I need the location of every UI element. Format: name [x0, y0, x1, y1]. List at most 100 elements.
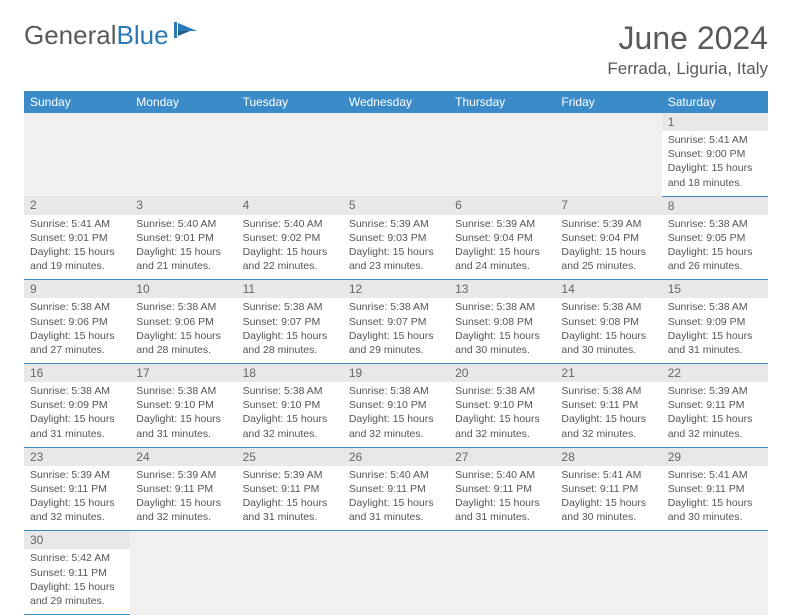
day-cell: Sunrise: 5:38 AMSunset: 9:08 PMDaylight:…	[555, 298, 661, 363]
date-row: 2345678	[24, 196, 768, 215]
date-number: 16	[24, 364, 130, 383]
sunrise-line: Sunrise: 5:38 AM	[349, 300, 443, 314]
day-cell: Sunrise: 5:38 AMSunset: 9:07 PMDaylight:…	[343, 298, 449, 363]
date-number: 13	[449, 280, 555, 299]
date-number	[237, 531, 343, 550]
sunrise-line: Sunrise: 5:39 AM	[349, 217, 443, 231]
daylight-line: Daylight: 15 hours and 30 minutes.	[561, 329, 655, 357]
sunrise-line: Sunrise: 5:38 AM	[668, 217, 762, 231]
daylight-line: Daylight: 15 hours and 26 minutes.	[668, 245, 762, 273]
daylight-line: Daylight: 15 hours and 32 minutes.	[561, 412, 655, 440]
daylight-line: Daylight: 15 hours and 25 minutes.	[561, 245, 655, 273]
sunrise-line: Sunrise: 5:38 AM	[561, 384, 655, 398]
date-number	[237, 113, 343, 131]
date-number: 28	[555, 447, 661, 466]
date-number: 30	[24, 531, 130, 550]
location: Ferrada, Liguria, Italy	[607, 59, 768, 79]
day-header: Sunday	[24, 91, 130, 113]
date-number: 7	[555, 196, 661, 215]
date-number: 9	[24, 280, 130, 299]
sunset-line: Sunset: 9:11 PM	[668, 482, 762, 496]
day-cell: Sunrise: 5:38 AMSunset: 9:10 PMDaylight:…	[343, 382, 449, 447]
date-number	[130, 113, 236, 131]
sunrise-line: Sunrise: 5:38 AM	[349, 384, 443, 398]
sunrise-line: Sunrise: 5:38 AM	[668, 300, 762, 314]
date-number: 29	[662, 447, 768, 466]
daylight-line: Daylight: 15 hours and 32 minutes.	[668, 412, 762, 440]
day-cell: Sunrise: 5:38 AMSunset: 9:09 PMDaylight:…	[662, 298, 768, 363]
sunrise-line: Sunrise: 5:38 AM	[30, 384, 124, 398]
sunrise-line: Sunrise: 5:39 AM	[136, 468, 230, 482]
day-cell	[343, 131, 449, 196]
daylight-line: Daylight: 15 hours and 24 minutes.	[455, 245, 549, 273]
daylight-line: Daylight: 15 hours and 28 minutes.	[243, 329, 337, 357]
day-header: Wednesday	[343, 91, 449, 113]
sunset-line: Sunset: 9:06 PM	[136, 315, 230, 329]
sunrise-line: Sunrise: 5:38 AM	[243, 300, 337, 314]
day-cell	[237, 131, 343, 196]
sunrise-line: Sunrise: 5:38 AM	[136, 300, 230, 314]
date-row: 30	[24, 531, 768, 550]
day-cell: Sunrise: 5:38 AMSunset: 9:06 PMDaylight:…	[130, 298, 236, 363]
date-number: 22	[662, 364, 768, 383]
title-block: June 2024 Ferrada, Liguria, Italy	[607, 20, 768, 79]
date-number: 15	[662, 280, 768, 299]
month-title: June 2024	[607, 20, 768, 57]
day-cell: Sunrise: 5:41 AMSunset: 9:11 PMDaylight:…	[662, 466, 768, 531]
sunrise-line: Sunrise: 5:41 AM	[561, 468, 655, 482]
day-cell	[343, 549, 449, 614]
sunrise-line: Sunrise: 5:38 AM	[455, 384, 549, 398]
date-number	[555, 113, 661, 131]
week-row: Sunrise: 5:39 AM Sunset: 9:11 PM Daylight:…	[24, 466, 768, 531]
date-number: 23	[24, 447, 130, 466]
week-row: Sunrise: 5:38 AMSunset: 9:06 PMDaylight:…	[24, 298, 768, 363]
day-header-row: SundayMondayTuesdayWednesdayThursdayFrid…	[24, 91, 768, 113]
sunset-line: Sunset: 9:10 PM	[136, 398, 230, 412]
day-cell: Sunrise: 5:40 AMSunset: 9:01 PMDaylight:…	[130, 215, 236, 280]
date-number	[555, 531, 661, 550]
date-number: 8	[662, 196, 768, 215]
sunrise-line: Sunrise: 5:38 AM	[455, 300, 549, 314]
sunrise-line: Sunrise: 5:38 AM	[136, 384, 230, 398]
daylight-line: Daylight: 15 hours and 31 minutes.	[136, 412, 230, 440]
day-cell: Sunrise: 5:41 AMSunset: 9:11 PMDaylight:…	[555, 466, 661, 531]
day-cell: Sunrise: 5:38 AMSunset: 9:08 PMDaylight:…	[449, 298, 555, 363]
header: GeneralBlue June 2024 Ferrada, Liguria, …	[24, 20, 768, 79]
daylight-line: Daylight: 15 hours and 31 minutes.	[668, 329, 762, 357]
day-cell: Sunrise: 5:40 AMSunset: 9:11 PMDaylight:…	[343, 466, 449, 531]
calendar-table: SundayMondayTuesdayWednesdayThursdayFrid…	[24, 91, 768, 615]
date-number: 26	[343, 447, 449, 466]
sunset-line: Sunset: 9:04 PM	[561, 231, 655, 245]
daylight-line: Daylight: 15 hours and 23 minutes.	[349, 245, 443, 273]
date-number: 18	[237, 364, 343, 383]
sunset-line: Sunset: 9:10 PM	[349, 398, 443, 412]
day-cell: Sunrise: 5:39 AMSunset: 9:11 PMDaylight:…	[662, 382, 768, 447]
daylight-line: Daylight: 15 hours and 18 minutes.	[668, 161, 762, 189]
sunset-line: Sunset: 9:02 PM	[243, 231, 337, 245]
day-cell	[24, 131, 130, 196]
day-header: Monday	[130, 91, 236, 113]
date-number: 27	[449, 447, 555, 466]
sunset-line: Sunset: 9:00 PM	[668, 147, 762, 161]
date-number: 25	[237, 447, 343, 466]
week-row: Sunrise: 5:41 AMSunset: 9:01 PMDaylight:…	[24, 215, 768, 280]
day-cell: Sunrise: 5:38 AMSunset: 9:10 PMDaylight:…	[449, 382, 555, 447]
daylight-line: Daylight: 15 hours and 30 minutes.	[561, 496, 655, 524]
daylight-line: Daylight: 15 hours and 32 minutes.	[349, 412, 443, 440]
sunrise-line: Sunrise: 5:39 AM	[668, 384, 762, 398]
sunset-line: Sunset: 9:04 PM	[455, 231, 549, 245]
date-number	[449, 531, 555, 550]
date-row: 16171819202122	[24, 364, 768, 383]
sunset-line: Sunset: 9:11 PM	[349, 482, 443, 496]
logo: GeneralBlue	[24, 20, 201, 51]
day-cell: Sunrise: 5:38 AMSunset: 9:07 PMDaylight:…	[237, 298, 343, 363]
day-cell: Sunrise: 5:39 AMSunset: 9:11 PMDaylight:…	[237, 466, 343, 531]
date-number	[343, 113, 449, 131]
day-header: Friday	[555, 91, 661, 113]
day-cell: Sunrise: 5:38 AMSunset: 9:10 PMDaylight:…	[130, 382, 236, 447]
daylight-line: Daylight: 15 hours and 31 minutes.	[30, 412, 124, 440]
daylight-line: Daylight: 15 hours and 19 minutes.	[30, 245, 124, 273]
sunrise-line: Sunrise: 5:40 AM	[349, 468, 443, 482]
sunrise-line: Sunrise: 5:38 AM	[243, 384, 337, 398]
daylight-line: Daylight: 15 hours and 27 minutes.	[30, 329, 124, 357]
